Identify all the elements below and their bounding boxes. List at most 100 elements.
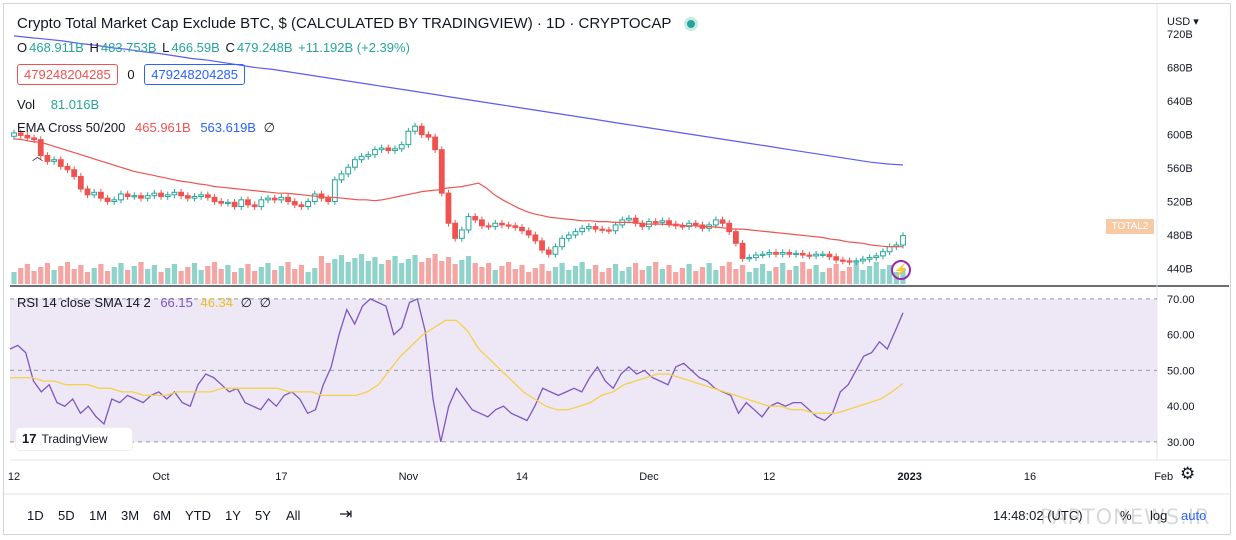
- percent-toggle[interactable]: %: [1120, 508, 1132, 523]
- volume-bar: [639, 270, 645, 284]
- low-label: L: [162, 40, 170, 55]
- candle-body: [880, 251, 886, 257]
- volume-bar: [285, 262, 291, 284]
- timeframe-1d[interactable]: 1D: [27, 508, 44, 523]
- ema-legend[interactable]: EMA Cross 50/200 465.961B 563.619B ∅: [17, 120, 275, 136]
- candle-body: [111, 199, 118, 203]
- collapse-icon[interactable]: ︿: [32, 151, 43, 163]
- volume-bar: [345, 262, 351, 284]
- timeframe-1m[interactable]: 1M: [89, 508, 108, 523]
- volume-bar: [318, 256, 325, 284]
- candle-body: [559, 237, 566, 248]
- timeframe-all[interactable]: All: [286, 508, 301, 523]
- high-value: 483.753B: [100, 40, 157, 55]
- time-tick-label: 14: [516, 471, 528, 483]
- candle-body: [271, 197, 278, 201]
- volume-bar: [592, 265, 599, 284]
- candle-body: [351, 159, 358, 168]
- candle-body: [385, 147, 392, 151]
- rsi-tick-label: 70.00: [1167, 294, 1195, 306]
- tradingview-logo[interactable]: 17 TradingView: [16, 428, 132, 450]
- candle-body: [799, 252, 806, 256]
- volume-bar: [806, 269, 813, 284]
- candle-body: [325, 197, 332, 203]
- rsi-extra-2: ∅: [259, 295, 271, 310]
- timeframe-5y[interactable]: 5Y: [255, 508, 271, 523]
- auto-toggle[interactable]: auto: [1181, 508, 1207, 523]
- candle-body: [57, 159, 64, 167]
- candle-body: [786, 252, 793, 255]
- volume-bar: [218, 269, 224, 284]
- volume-value: 81.016B: [50, 97, 100, 112]
- ohlc-legend: O 468.911B H 483.753B L 466.59B C 479.248B +…: [17, 40, 412, 55]
- candle-body: [158, 192, 164, 197]
- candle-body: [418, 125, 425, 136]
- rsi-label: RSI 14 close SMA 14 2: [17, 295, 151, 310]
- candle-body: [853, 260, 860, 263]
- candle-body: [51, 159, 58, 162]
- volume-bar: [392, 256, 398, 284]
- timeframe-6m[interactable]: 6M: [153, 508, 172, 523]
- rsi-legend[interactable]: RSI 14 close SMA 14 2 66.15 46.34 ∅ ∅: [17, 295, 271, 311]
- volume-legend[interactable]: Vol 81.016B: [17, 97, 99, 112]
- lightning-icon[interactable]: ⚡: [891, 260, 911, 280]
- volume-bar: [586, 269, 592, 284]
- volume-bar: [840, 271, 846, 284]
- volume-bar: [820, 272, 826, 284]
- candle-body: [445, 192, 452, 224]
- candle-body: [472, 216, 479, 221]
- volume-bar: [385, 260, 391, 284]
- volume-bar: [479, 267, 485, 284]
- currency-selector[interactable]: USD ▾: [1167, 16, 1199, 28]
- candle-body: [238, 199, 245, 208]
- candle-body: [565, 234, 572, 239]
- volume-bar: [131, 266, 137, 284]
- candle-body: [692, 222, 699, 226]
- volume-bar: [693, 271, 699, 284]
- candle-body: [846, 260, 853, 263]
- candle-body: [900, 235, 906, 246]
- volume-bar: [425, 258, 432, 284]
- date-range-icon[interactable]: ⇥: [339, 506, 353, 523]
- candle-body: [512, 225, 519, 228]
- volume-bar: [846, 267, 853, 284]
- price-tick-label: 680B: [1167, 63, 1193, 75]
- candle-body: [64, 165, 71, 171]
- volume-bar: [205, 266, 211, 284]
- time-tick-label: 16: [1024, 471, 1036, 483]
- timeframe-3m[interactable]: 3M: [121, 508, 140, 523]
- candle-body: [886, 246, 893, 253]
- volume-bar: [38, 267, 44, 284]
- gear-icon[interactable]: ⚙: [1180, 464, 1196, 483]
- volume-bar: [412, 255, 418, 284]
- volume-bar: [178, 271, 184, 284]
- volume-bar: [706, 263, 712, 284]
- volume-bar: [405, 259, 411, 284]
- candle-body: [746, 257, 753, 260]
- volume-bar: [225, 265, 231, 284]
- rsi-tick-label: 40.00: [1167, 401, 1195, 413]
- volume-bar: [800, 262, 806, 284]
- candle-body: [766, 252, 773, 255]
- candle-body: [599, 228, 606, 231]
- price-box-blue[interactable]: 479248204285: [144, 64, 246, 85]
- candle-body: [398, 144, 405, 150]
- candle-body: [739, 242, 746, 259]
- price-box-red[interactable]: 479248204285: [17, 64, 118, 85]
- volume-bar: [499, 266, 505, 284]
- volume-bar: [98, 264, 104, 284]
- candle-body: [519, 226, 525, 232]
- timeframe-5d[interactable]: 5D: [58, 508, 75, 523]
- candle-body: [171, 191, 178, 196]
- volume-bar: [465, 256, 472, 284]
- log-toggle[interactable]: log: [1150, 508, 1168, 523]
- volume-bar: [666, 265, 672, 284]
- clock-readout[interactable]: 14:48:02 (UTC): [993, 508, 1083, 523]
- volume-bar: [566, 270, 572, 284]
- volume-bar: [633, 263, 639, 284]
- volume-bar: [358, 254, 365, 284]
- timeframe-1y[interactable]: 1Y: [225, 508, 241, 523]
- timeframe-ytd[interactable]: YTD: [185, 508, 211, 523]
- volume-bar: [679, 268, 686, 284]
